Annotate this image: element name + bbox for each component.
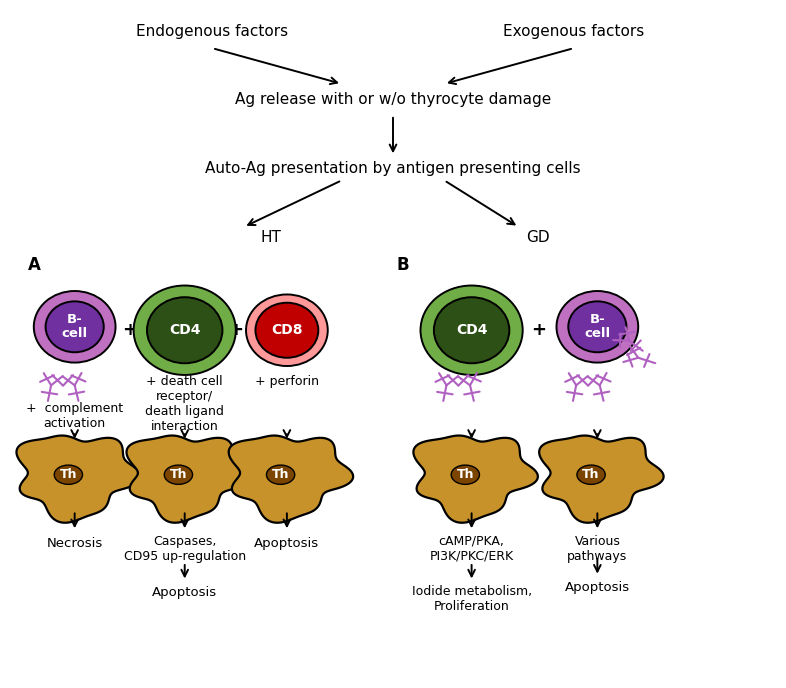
Text: Th: Th	[582, 469, 600, 481]
Text: B: B	[397, 256, 410, 274]
Text: HT: HT	[261, 230, 281, 245]
Text: Th: Th	[457, 469, 474, 481]
Text: CD4: CD4	[169, 323, 200, 337]
Text: +: +	[122, 321, 138, 339]
Text: Apoptosis: Apoptosis	[565, 581, 630, 594]
Polygon shape	[127, 436, 251, 523]
Text: + death cell
receptor/
death ligand
interaction: + death cell receptor/ death ligand inte…	[145, 375, 224, 433]
Text: B-
cell: B- cell	[61, 313, 88, 341]
Ellipse shape	[266, 465, 295, 484]
Circle shape	[255, 303, 318, 358]
Circle shape	[134, 286, 236, 375]
Text: Iodide metabolism,
Proliferation: Iodide metabolism, Proliferation	[412, 585, 531, 613]
Text: Ag release with or w/o thyrocyte damage: Ag release with or w/o thyrocyte damage	[235, 92, 551, 107]
Ellipse shape	[577, 465, 605, 484]
Polygon shape	[229, 436, 353, 523]
Polygon shape	[539, 436, 663, 523]
Text: +: +	[228, 321, 244, 339]
Ellipse shape	[451, 465, 479, 484]
Text: +: +	[531, 321, 546, 339]
Circle shape	[246, 294, 328, 366]
Text: + perforin: + perforin	[255, 375, 319, 388]
Circle shape	[147, 297, 222, 363]
Text: CD8: CD8	[271, 323, 303, 337]
Circle shape	[34, 291, 116, 363]
Ellipse shape	[54, 465, 83, 484]
Text: Exogenous factors: Exogenous factors	[503, 24, 645, 39]
Text: +  complement
activation: + complement activation	[26, 402, 123, 431]
Text: Apoptosis: Apoptosis	[152, 586, 217, 599]
Text: GD: GD	[527, 230, 550, 245]
Text: Various
pathways: Various pathways	[567, 535, 627, 563]
Circle shape	[568, 301, 626, 352]
Text: cAMP/PKA,
PI3K/PKC/ERK: cAMP/PKA, PI3K/PKC/ERK	[429, 535, 514, 563]
Polygon shape	[17, 436, 141, 523]
Ellipse shape	[164, 465, 193, 484]
Text: A: A	[28, 256, 40, 274]
Text: CD4: CD4	[456, 323, 487, 337]
Text: B-
cell: B- cell	[584, 313, 611, 341]
Circle shape	[421, 286, 523, 375]
Text: Th: Th	[60, 469, 77, 481]
Polygon shape	[413, 436, 538, 523]
Text: Auto-Ag presentation by antigen presenting cells: Auto-Ag presentation by antigen presenti…	[205, 161, 581, 176]
Circle shape	[556, 291, 638, 363]
Text: Th: Th	[170, 469, 187, 481]
Text: Apoptosis: Apoptosis	[255, 537, 319, 550]
Circle shape	[46, 301, 104, 352]
Circle shape	[434, 297, 509, 363]
Text: Caspases,
CD95 up-regulation: Caspases, CD95 up-regulation	[123, 535, 246, 563]
Text: Necrosis: Necrosis	[46, 537, 103, 550]
Text: Th: Th	[272, 469, 289, 481]
Text: Endogenous factors: Endogenous factors	[136, 24, 288, 39]
